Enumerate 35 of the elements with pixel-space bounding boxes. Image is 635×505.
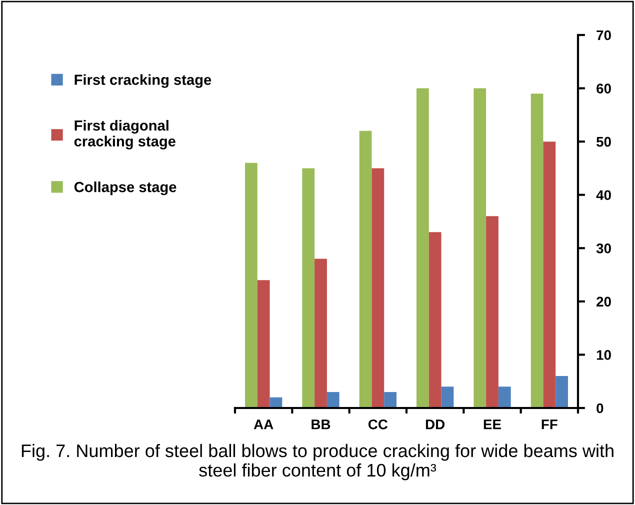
legend-label: Collapse stage: [74, 181, 176, 196]
bar: [498, 386, 511, 408]
bar: [314, 258, 327, 408]
x-tick-label: AA: [254, 420, 274, 430]
caption: Fig. 7. Number of steel ball blows to produce cracking for wide beams with steel fiber content of 10 kg/m³: [22, 444, 614, 480]
y-tick-label: 20: [596, 296, 611, 307]
bar: [543, 142, 556, 408]
bar: [486, 216, 498, 408]
y-tick-label: 40: [596, 190, 611, 200]
bar: [245, 162, 258, 408]
bar: [257, 280, 270, 408]
x-tick-label: FF: [542, 420, 558, 430]
y-tick-label: 0: [596, 403, 604, 414]
bar: [326, 392, 340, 408]
bar: [359, 130, 372, 408]
x-tick-label: DD: [426, 420, 445, 430]
y-tick-label: 60: [596, 84, 611, 94]
legend-label: First diagonal cracking stage: [74, 120, 176, 150]
y-tick-label: 30: [596, 243, 611, 254]
bar: [474, 88, 486, 408]
x-tick-label: EE: [484, 420, 501, 430]
bar: [302, 168, 315, 408]
y-tick-label: 10: [596, 350, 611, 360]
y-tick-label: 50: [596, 136, 611, 147]
y-tick-label: 70: [596, 30, 611, 40]
bar: [530, 94, 544, 408]
x-tick-label: BB: [312, 420, 330, 430]
bar: [428, 232, 442, 408]
bar: [556, 376, 568, 408]
legend-label: First cracking stage: [74, 74, 212, 88]
bar: [384, 392, 396, 408]
bar: [416, 88, 429, 408]
bar: [372, 168, 384, 408]
x-tick-label: CC: [368, 419, 388, 430]
bar: [441, 386, 454, 408]
